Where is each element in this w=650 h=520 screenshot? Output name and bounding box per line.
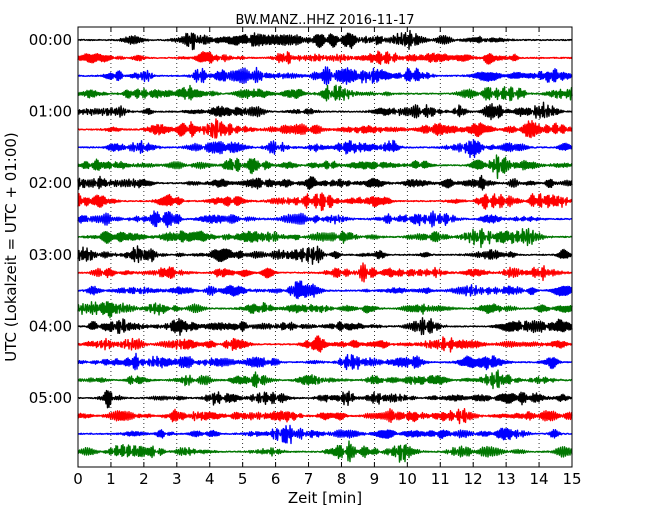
y-tick-label: 03:00 [29, 246, 72, 264]
plot-background [78, 27, 572, 467]
x-tick-label: 8 [337, 470, 347, 488]
seismic-traces [77, 29, 573, 463]
x-tick-label: 5 [238, 470, 248, 488]
x-gridlines [110, 27, 540, 467]
seismic-trace [77, 369, 573, 390]
seismic-trace [77, 440, 573, 463]
x-tick-label: 4 [205, 470, 215, 488]
seismic-trace [77, 210, 573, 228]
x-tick-label: 7 [304, 470, 314, 488]
y-axis-label: UTC (Lokalzeit = UTC + 01:00) [2, 132, 20, 362]
y-axis-ticks: 00:00 01:00 02:00 03:00 04:00 05:00 [29, 31, 572, 407]
seismic-trace [77, 101, 573, 121]
x-tick-label: 2 [139, 470, 149, 488]
x-tick-label: 14 [530, 470, 549, 488]
seismic-trace [77, 154, 573, 180]
x-tick-label: 15 [562, 470, 581, 488]
seismic-trace [77, 139, 573, 159]
x-axis-label: Zeit [min] [288, 489, 362, 507]
seismic-trace [77, 245, 573, 265]
seismic-trace [77, 352, 573, 371]
x-tick-label: 12 [464, 470, 483, 488]
y-tick-label: 00:00 [29, 31, 72, 49]
seismic-trace [77, 335, 573, 353]
seismic-trace [77, 84, 573, 102]
x-tick-label: 13 [497, 470, 516, 488]
plot-frame [77, 26, 573, 468]
seismic-trace [77, 66, 573, 86]
x-tick-label: 0 [73, 470, 83, 488]
seismic-trace [77, 280, 573, 300]
chart-title: BW.MANZ..HHZ 2016-11-17 [235, 13, 414, 28]
seismic-trace [77, 317, 573, 336]
seismic-trace [77, 424, 573, 445]
x-tick-label: 3 [172, 470, 182, 488]
seismic-trace [77, 389, 573, 409]
x-tick-label: 11 [431, 470, 450, 488]
x-tick-label: 1 [106, 470, 116, 488]
seismic-trace [77, 50, 573, 65]
x-tick-label: 9 [370, 470, 380, 488]
seismic-trace [77, 301, 573, 319]
x-tick-label: 6 [271, 470, 281, 488]
seismic-trace [77, 408, 573, 425]
seismic-trace [77, 174, 573, 191]
y-tick-label: 01:00 [29, 103, 72, 121]
x-tick-label: 10 [398, 470, 417, 488]
seismic-trace [77, 118, 573, 139]
y-tick-label: 04:00 [29, 317, 72, 335]
y-tick-label: 02:00 [29, 174, 72, 192]
y-tick-label: 05:00 [29, 389, 72, 407]
seismic-trace [77, 192, 573, 212]
seismic-trace [77, 227, 573, 249]
seismic-trace [77, 29, 573, 51]
seismic-trace [77, 262, 573, 283]
